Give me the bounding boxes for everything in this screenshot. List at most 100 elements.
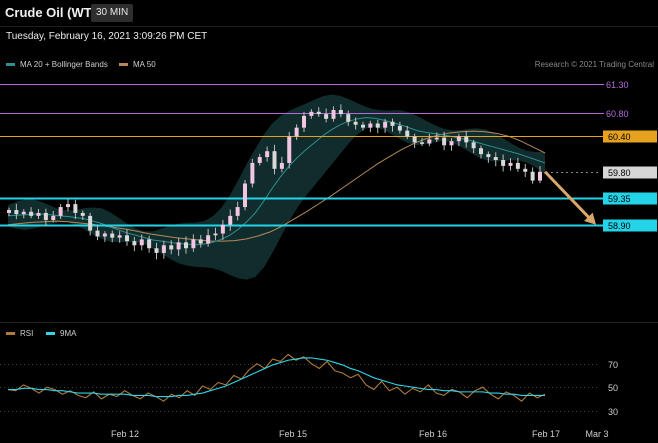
candle-body (324, 114, 329, 119)
level-tag-60-40 (603, 130, 657, 143)
candle-body (294, 127, 299, 137)
target-arrow (543, 170, 592, 220)
candle-body (412, 136, 417, 143)
legend-rsi-ma: 9MA (46, 329, 76, 338)
candle-body (250, 162, 255, 184)
instrument-title: Crude Oil (WTI) (5, 5, 100, 20)
candle-body (265, 151, 270, 158)
candle-body (161, 245, 166, 253)
x-tick-label: Feb 15 (279, 429, 307, 439)
candle-body (243, 183, 247, 208)
x-tick-label: Feb 17 (532, 429, 560, 439)
candle-body (375, 123, 380, 128)
ma20-swatch (6, 63, 15, 66)
candle-body (383, 121, 388, 128)
candle-body (279, 162, 284, 169)
candle-body (220, 224, 225, 234)
candle-body (184, 242, 188, 249)
legend-rsi: RSI (6, 329, 33, 338)
candle-body (228, 215, 233, 225)
legend-rsi-ma-label: 9MA (60, 329, 77, 338)
candle-body (191, 239, 196, 249)
candle-body (338, 110, 343, 115)
legend-ma20-label: MA 20 + Bollinger Bands (20, 60, 108, 69)
level-label-58-90: 58.90 (608, 221, 631, 231)
x-tick-label: Feb 12 (111, 429, 139, 439)
candle-body (198, 239, 203, 244)
candle-body (66, 204, 70, 208)
rsi-line (7, 353, 546, 402)
candle-body (21, 211, 26, 215)
candle-body (309, 111, 314, 116)
candle-body (88, 215, 93, 231)
interval-button[interactable]: 30 MIN (91, 4, 134, 22)
timestamp: Tuesday, February 16, 2021 3:09:26 PM CE… (6, 31, 208, 42)
candle-body (442, 137, 447, 146)
candle-body (405, 130, 410, 137)
candle-body (287, 136, 292, 163)
candle-body (257, 157, 262, 163)
target-arrowhead (584, 212, 596, 225)
candle-body (486, 154, 491, 158)
candle-body (390, 121, 395, 126)
candle-body (397, 125, 402, 131)
candle-body (43, 212, 48, 220)
candle-body (449, 141, 454, 146)
candle-body (434, 137, 439, 140)
ma50-swatch (119, 63, 128, 66)
candle-body (73, 204, 78, 213)
bollinger-band (8, 94, 545, 280)
rsi-ma-swatch (46, 332, 55, 335)
candle-body (420, 142, 424, 144)
level-tag-59-80 (603, 166, 657, 179)
candle-body (316, 111, 321, 115)
candle-body (125, 235, 129, 242)
x-tick-label: Mar 3 (585, 429, 608, 439)
legend-ma50-label: MA 50 (133, 60, 156, 69)
level-label-59-35: 59.35 (608, 194, 631, 204)
candle-body (368, 123, 373, 128)
candle-body (58, 207, 63, 216)
candle-body (206, 235, 211, 244)
candle-body (110, 233, 115, 238)
candle-body (14, 210, 19, 215)
research-credit: Research © 2021 Trading Central (534, 60, 654, 69)
candle-body (464, 136, 469, 143)
level-label-61-30: 61.30 (606, 80, 629, 90)
candle-body (508, 162, 513, 166)
candle-body (7, 210, 11, 213)
candle-body (353, 121, 358, 125)
candle-body (471, 142, 476, 149)
rsi-swatch (6, 332, 15, 335)
candle-body (479, 148, 483, 155)
candle-body (346, 114, 351, 122)
candle-body (538, 171, 542, 181)
level-label-60-40: 60.40 (608, 132, 631, 142)
candle-body (132, 241, 137, 246)
chart-header: Crude Oil (WTI) 30 MIN (0, 0, 658, 26)
candle-body (102, 233, 107, 237)
rsi-ma-line (8, 357, 545, 398)
candle-body (331, 110, 336, 119)
candle-body (235, 207, 240, 216)
candle-body (29, 211, 34, 216)
candle-body (213, 233, 218, 236)
rsi-tick-70: 70 (608, 360, 618, 370)
candle-body (272, 151, 277, 169)
candle-body (427, 139, 432, 144)
candle-body (139, 239, 144, 246)
candle-body (302, 115, 306, 128)
candle-body (530, 171, 535, 181)
candle-body (80, 212, 85, 216)
candle-body (456, 136, 461, 142)
level-tag-58-90 (603, 219, 657, 232)
candle-body (501, 160, 506, 166)
candle-body (36, 212, 41, 216)
level-label-59-80: 59.80 (608, 168, 631, 178)
candle-body (169, 245, 174, 250)
candle-body (51, 215, 56, 220)
candle-body (493, 157, 498, 160)
rsi-tick-50: 50 (608, 383, 618, 393)
level-tag-59-35 (603, 192, 657, 205)
